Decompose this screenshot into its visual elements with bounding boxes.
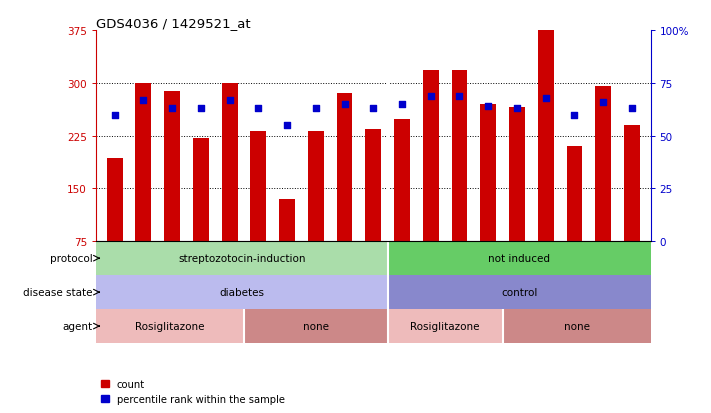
Point	[310, 106, 321, 112]
Text: none: none	[303, 321, 328, 331]
Bar	[96, 275, 387, 309]
Point	[569, 112, 580, 119]
Bar	[624, 126, 640, 242]
Bar	[387, 242, 651, 275]
Point	[454, 93, 465, 100]
Text: control: control	[501, 287, 538, 297]
Bar	[136, 83, 151, 242]
Bar	[394, 120, 410, 242]
Point	[138, 97, 149, 104]
Bar	[96, 242, 387, 275]
Bar	[423, 71, 439, 242]
Text: streptozotocin-induction: streptozotocin-induction	[178, 254, 306, 263]
Point	[425, 93, 437, 100]
Point	[483, 104, 494, 110]
Bar	[222, 83, 237, 242]
Point	[282, 122, 293, 129]
Bar	[481, 104, 496, 242]
Text: not induced: not induced	[488, 254, 550, 263]
Bar	[595, 87, 611, 242]
Text: Rosiglitazone: Rosiglitazone	[410, 321, 480, 331]
Bar	[509, 108, 525, 242]
Point	[396, 101, 407, 108]
Point	[109, 112, 120, 119]
Bar	[451, 71, 467, 242]
Bar	[538, 31, 554, 242]
Text: disease state: disease state	[23, 287, 92, 297]
Point	[166, 106, 178, 112]
Point	[196, 106, 207, 112]
Bar	[164, 92, 180, 242]
Bar	[250, 131, 266, 242]
Text: Rosiglitazone: Rosiglitazone	[135, 321, 205, 331]
Point	[368, 106, 379, 112]
Text: none: none	[564, 321, 589, 331]
Bar	[96, 309, 244, 343]
Point	[511, 106, 523, 112]
Bar	[387, 275, 651, 309]
Text: protocol: protocol	[50, 254, 92, 263]
Bar	[387, 309, 503, 343]
Bar	[567, 147, 582, 242]
Point	[626, 106, 638, 112]
Point	[597, 99, 609, 106]
Bar	[279, 199, 295, 242]
Bar	[336, 94, 353, 242]
Point	[540, 95, 551, 102]
Point	[339, 101, 351, 108]
Bar	[244, 309, 387, 343]
Bar	[365, 129, 381, 242]
Text: diabetes: diabetes	[219, 287, 264, 297]
Legend: count, percentile rank within the sample: count, percentile rank within the sample	[101, 379, 285, 404]
Point	[224, 97, 235, 104]
Text: GDS4036 / 1429521_at: GDS4036 / 1429521_at	[96, 17, 250, 30]
Bar	[503, 309, 651, 343]
Bar	[308, 131, 324, 242]
Bar	[107, 159, 122, 242]
Point	[252, 106, 264, 112]
Bar	[193, 138, 209, 242]
Text: agent: agent	[63, 321, 92, 331]
